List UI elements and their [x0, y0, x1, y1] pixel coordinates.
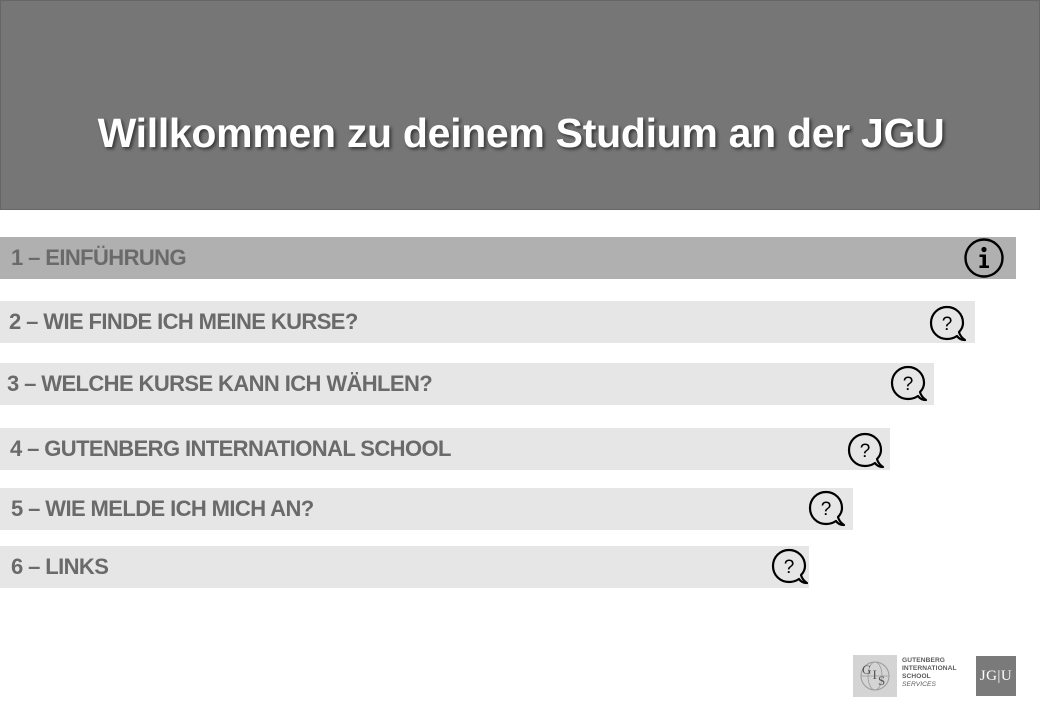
- title-banner: Willkommen zu deinem Studium an der JGU: [0, 0, 1040, 210]
- svg-text:?: ?: [903, 374, 914, 395]
- gis-logo-mark: G I S: [853, 655, 897, 697]
- info-icon[interactable]: [963, 237, 1005, 279]
- svg-text:G: G: [862, 662, 871, 677]
- menu-item-label: 6 – LINKS: [11, 554, 109, 579]
- question-bubble-icon[interactable]: ?: [768, 546, 810, 588]
- gis-logo-text: GUTENBERG INTERNATIONAL SCHOOL SERVICES: [902, 657, 957, 688]
- question-bubble-icon[interactable]: ?: [887, 363, 929, 405]
- question-bubble-icon[interactable]: ?: [844, 430, 886, 472]
- svg-text:?: ?: [821, 499, 832, 520]
- menu-item-einfuehrung[interactable]: 1 – EINFÜHRUNG: [0, 237, 1016, 279]
- svg-text:?: ?: [860, 441, 871, 462]
- menu-item-label: 2 – WIE FINDE ICH MEINE KURSE?: [9, 309, 358, 334]
- menu-item-label: 1 – EINFÜHRUNG: [11, 245, 187, 270]
- svg-text:?: ?: [784, 557, 795, 578]
- menu-item-label: 3 – WELCHE KURSE KANN ICH WÄHLEN?: [7, 371, 433, 396]
- menu-item-links[interactable]: 6 – LINKS ?: [0, 546, 809, 588]
- svg-text:S: S: [878, 673, 885, 688]
- question-bubble-icon[interactable]: ?: [805, 488, 847, 530]
- svg-text:I: I: [873, 667, 877, 682]
- menu-item-label: 4 – GUTENBERG INTERNATIONAL SCHOOL: [10, 436, 451, 461]
- menu-item-label: 5 – WIE MELDE ICH MICH AN?: [11, 496, 314, 521]
- jgu-logo: JG|U: [976, 656, 1016, 696]
- menu-item-wie-finde-ich-meine-kurse[interactable]: 2 – WIE FINDE ICH MEINE KURSE? ?: [0, 301, 975, 343]
- svg-text:?: ?: [942, 314, 953, 335]
- menu-item-gutenberg-international-school[interactable]: 4 – GUTENBERG INTERNATIONAL SCHOOL ?: [0, 428, 890, 470]
- question-bubble-icon[interactable]: ?: [926, 303, 968, 345]
- page-title: Willkommen zu deinem Studium an der JGU: [97, 110, 945, 156]
- menu-item-wie-melde-ich-mich-an[interactable]: 5 – WIE MELDE ICH MICH AN? ?: [0, 488, 853, 530]
- menu-item-welche-kurse-kann-ich-waehlen[interactable]: 3 – WELCHE KURSE KANN ICH WÄHLEN? ?: [0, 363, 934, 405]
